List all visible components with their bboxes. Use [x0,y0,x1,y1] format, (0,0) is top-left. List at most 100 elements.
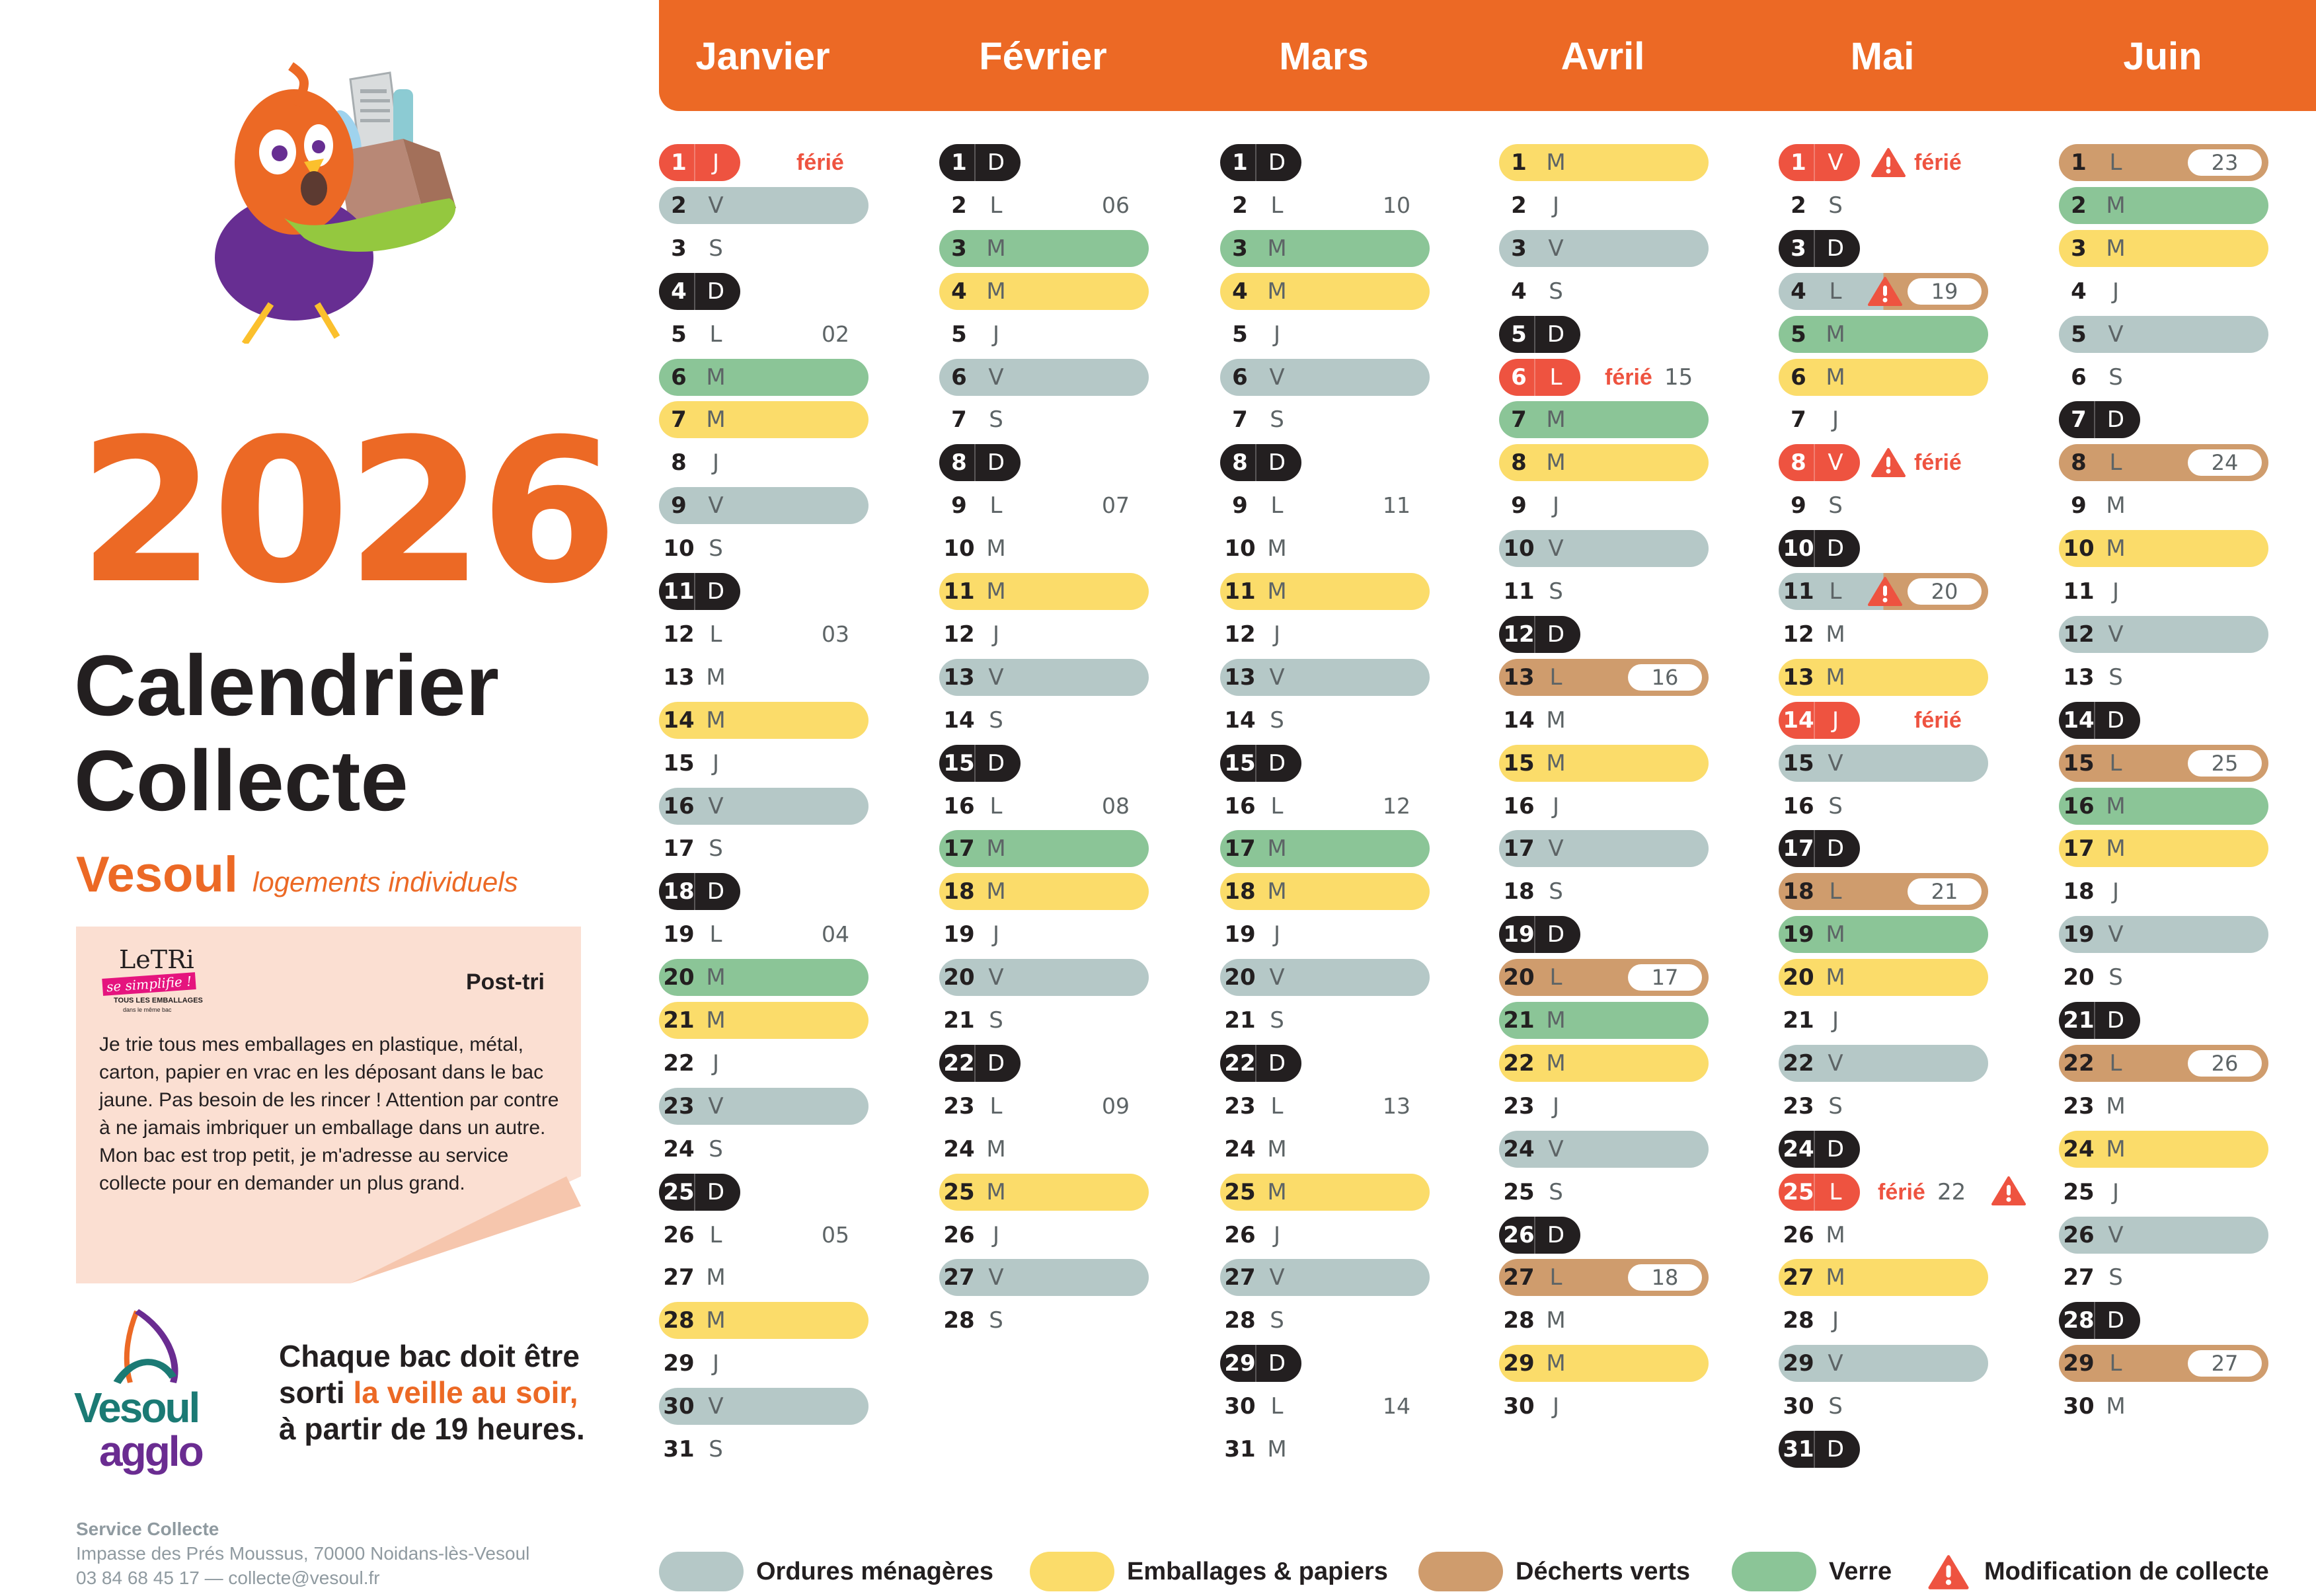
day-number: 27 [1783,1264,1814,1291]
day-number: 15 [943,749,975,777]
day-number: 3 [1232,235,1248,262]
day-row: 22 D [1220,1044,1430,1082]
day-of-week: D [1826,235,1845,262]
day-number: 8 [1791,449,1806,476]
day-number: 26 [943,1221,975,1248]
day-number: 30 [1224,1393,1256,1420]
day-number: 5 [2071,321,2087,348]
day-of-week: V [1548,235,1564,262]
day-number: 14 [663,706,695,734]
day-of-week: M [1826,1264,1845,1291]
collection-pill-ordures [2059,315,2268,353]
day-of-week: D [1268,749,1286,777]
day-of-week: M [1267,535,1287,562]
day-of-week: S [2108,664,2123,691]
notice-line-3: à partir de 19 heures. [279,1412,585,1446]
day-of-week: L [1270,1393,1284,1420]
day-of-week: S [1270,1007,1284,1034]
pill-divider [694,144,695,181]
day-of-week: L [709,921,722,948]
day-row: 16 L 08 [939,788,1149,825]
day-of-week: S [1270,706,1284,734]
week-number: 15 [1664,363,1693,391]
day-of-week: L [1549,363,1563,391]
day-row: 28 D [2059,1302,2268,1340]
year-title: 2026 [78,397,618,627]
pill-divider [1534,358,1535,396]
day-of-week: M [1826,363,1845,391]
day-number: 25 [1224,1178,1256,1205]
day-number: 28 [943,1307,975,1334]
collection-pill-emballages [939,873,1149,911]
day-of-week: S [1828,1393,1843,1420]
day-of-week: V [988,964,1004,991]
day-number: 21 [1224,1007,1256,1034]
day-number: 4 [2071,278,2087,305]
collection-pill-ordures [659,787,868,825]
day-row: 14 D [2059,701,2268,739]
day-row: 25 D [659,1173,868,1211]
day-of-week: L [1829,878,1842,905]
day-number: 28 [1224,1307,1256,1334]
pill-divider [1534,916,1535,954]
ferie-label: férié [1914,150,1962,175]
collection-pill-verre [1220,229,1430,267]
day-row: 13 S [2059,659,2268,696]
day-number: 29 [663,1350,695,1377]
week-badge: 24 [2188,449,2262,476]
sunday-pill [939,1044,1021,1082]
day-of-week: V [708,192,724,219]
day-row: 27 L 18 [1499,1259,1709,1297]
day-row: 12 J [939,616,1149,653]
day-number: 23 [2063,1092,2095,1120]
month-header-1: Février [979,35,1107,78]
day-row: 2 L 06 [939,187,1149,224]
day-of-week: S [709,535,723,562]
day-number: 4 [1232,278,1248,305]
collection-pill-emballages [659,1302,868,1340]
day-row: 10 V [1499,530,1709,568]
week-badge: 27 [2188,1350,2262,1377]
collection-pill-emballages [1220,272,1430,310]
day-row: 23 J [1499,1088,1709,1125]
collection-pill-emballages [2059,830,2268,868]
day-of-week: S [1270,1307,1284,1334]
day-of-week: M [2106,1135,2126,1162]
week-number: 22 [1937,1178,1966,1205]
day-row: 11 M [939,573,1149,610]
day-number: 15 [663,749,695,777]
collection-pill-emballages [1499,1345,1709,1383]
day-of-week: M [1546,1007,1566,1034]
day-of-week: M [706,1307,726,1334]
day-of-week: S [2108,964,2123,991]
warning-icon [1871,147,1906,178]
le-tri-logo: LeTRi se simplifie ! TOUS LES EMBALLAGES… [99,945,231,1018]
day-number: 2 [1232,192,1248,219]
day-of-week: S [2108,1264,2123,1291]
day-of-week: M [1546,1350,1566,1377]
day-row: 8 L 24 [2059,444,2268,482]
day-number: 1 [1791,149,1806,176]
contact-phone-email[interactable]: 03 84 68 45 17 — collecte@vesoul.fr [76,1568,380,1588]
month-header-bar [659,0,2316,111]
day-row: 22 V [1779,1044,1988,1082]
week-number: 07 [1102,492,1130,519]
logo-line-1: Vesoul [74,1384,200,1431]
collection-pill-emballages [1499,144,1709,181]
day-row: 13 L 16 [1499,658,1709,696]
day-number: 17 [1224,835,1256,862]
day-of-week: V [1828,1049,1843,1077]
day-number: 18 [1224,878,1256,905]
pill-divider [1814,144,1815,181]
month-header-5: Juin [2123,35,2202,78]
day-of-week: J [992,1221,1000,1248]
collection-pill-emballages [2059,229,2268,267]
day-of-week: L [1549,1264,1563,1291]
day-row: 10 S [659,530,868,567]
collection-pill-ordures [939,658,1149,696]
